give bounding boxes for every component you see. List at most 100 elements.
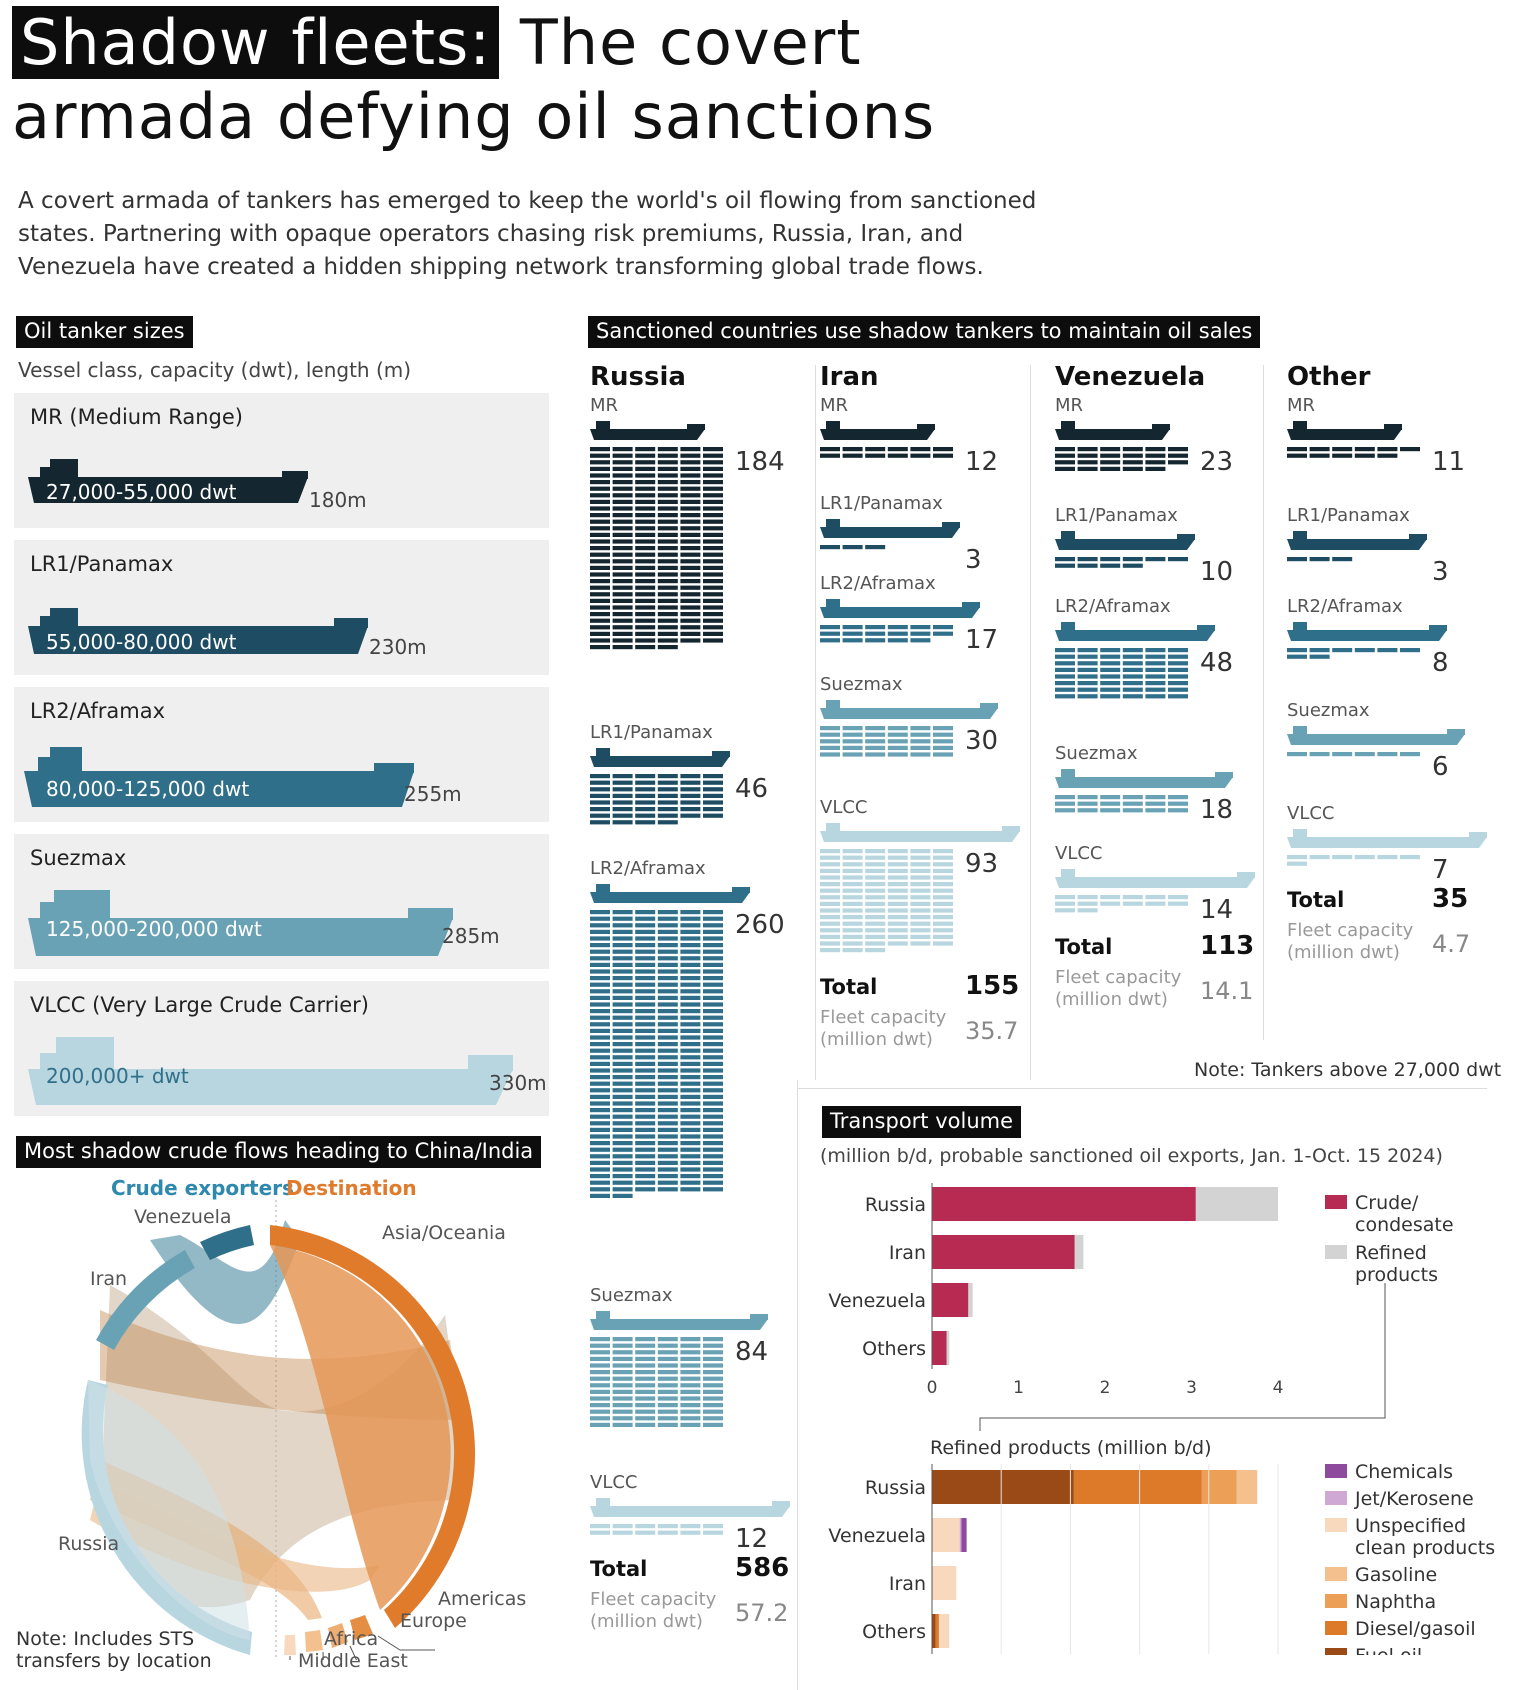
tanker-mark <box>820 875 840 880</box>
tanker-mark <box>703 1108 723 1113</box>
tanker-mark <box>703 1055 723 1060</box>
tanker-mark <box>1332 447 1353 452</box>
tanker-mark <box>612 559 633 564</box>
bar-segment <box>932 1235 1075 1269</box>
tanker-mark <box>1332 557 1353 562</box>
legend-label: Crude/ <box>1355 1192 1419 1214</box>
tanker-mark <box>657 813 678 818</box>
tanker-mark <box>703 1009 723 1014</box>
tanker-mark <box>680 513 701 518</box>
arc-asia <box>270 1225 476 1628</box>
class-count: 6 <box>1432 752 1449 782</box>
tanker-mark <box>657 631 678 636</box>
tanker-mark <box>612 1061 633 1066</box>
tanker-mark <box>1354 453 1375 458</box>
tanker-mark <box>680 631 701 636</box>
ship-icon <box>1055 869 1255 888</box>
total-value: 35 <box>1432 884 1469 915</box>
tanker-mark <box>820 928 840 933</box>
tanker-mark <box>680 1088 701 1093</box>
tanker-mark <box>887 739 908 744</box>
tanker-mark <box>680 1094 701 1099</box>
class-count: 48 <box>1200 648 1234 678</box>
class-label: Suezmax <box>820 674 903 695</box>
dest-americas: Americas <box>438 1588 527 1610</box>
tanker-mark <box>657 1383 678 1388</box>
tanker-mark <box>1055 694 1075 699</box>
tanker-mark <box>590 793 610 798</box>
tanker-mark <box>1145 795 1166 800</box>
class-count: 30 <box>965 726 999 756</box>
tanker-mark <box>1122 795 1143 800</box>
legend-swatch <box>1325 1491 1347 1505</box>
category-label: Venezuela <box>828 1290 926 1312</box>
tanker-mark <box>703 585 723 590</box>
tanker-grid <box>820 545 886 550</box>
tanker-mark <box>1055 466 1075 471</box>
tanker-mark <box>1309 557 1330 562</box>
tanker-mark <box>635 1015 656 1020</box>
tanker-mark <box>865 921 886 926</box>
tanker-mark <box>657 499 678 504</box>
tanker-mark <box>1100 648 1121 653</box>
tanker-mark <box>887 921 908 926</box>
tanker-grid <box>1287 855 1420 866</box>
tanker-mark <box>657 605 678 610</box>
tanker-mark <box>1100 466 1121 471</box>
tanker-mark <box>1100 563 1121 568</box>
tanker-mark <box>657 1350 678 1355</box>
tanker-mark <box>590 1389 610 1394</box>
tanker-mark <box>910 745 931 750</box>
tanker-mark <box>590 1048 610 1053</box>
legend-swatch <box>1325 1648 1347 1655</box>
tanker-mark <box>612 1409 633 1414</box>
tanker-mark <box>590 1147 610 1152</box>
arc-africa <box>305 1630 323 1652</box>
tanker-mark <box>612 982 633 987</box>
tanker-mark <box>865 908 886 913</box>
tanker-mark <box>703 1127 723 1132</box>
tanker-mark <box>820 855 840 860</box>
tanker-mark <box>887 625 908 630</box>
tanker-mark <box>635 982 656 987</box>
tanker-mark <box>680 1383 701 1388</box>
tanker-mark <box>612 1167 633 1172</box>
tanker-mark <box>635 969 656 974</box>
tanker-mark <box>612 820 633 825</box>
legend-label: Gasoline <box>1355 1564 1437 1586</box>
tanker-mark <box>657 929 678 934</box>
tanker-mark <box>635 559 656 564</box>
tanker-mark <box>1377 648 1398 653</box>
tanker-mark <box>590 1167 610 1172</box>
tanker-mark <box>680 1396 701 1401</box>
tanker-mark <box>703 618 723 623</box>
tanker-mark <box>887 631 908 636</box>
tanker-mark <box>657 982 678 987</box>
tanker-mark <box>820 726 840 731</box>
tanker-mark <box>887 875 908 880</box>
tanker-mark <box>657 1055 678 1060</box>
tanker-mark <box>703 1147 723 1152</box>
fleet-capacity-label: Fleet capacity <box>590 1589 717 1611</box>
ship-icon <box>24 747 414 807</box>
tanker-grid <box>590 1524 723 1535</box>
tanker-mark <box>635 447 656 452</box>
tanker-mark <box>590 1022 610 1027</box>
tanker-mark <box>1332 648 1353 653</box>
tanker-mark <box>657 559 678 564</box>
class-label: Suezmax <box>1055 743 1138 764</box>
tanker-mark <box>657 1396 678 1401</box>
tanker-mark <box>933 625 953 630</box>
tanker-mark <box>590 943 610 948</box>
size-box-lr1: LR1/Panamax 55,000-80,000 dwt 230m <box>14 540 549 675</box>
tanker-mark <box>590 1160 610 1165</box>
tanker-mark <box>590 625 610 630</box>
tanker-mark <box>657 1075 678 1080</box>
tanker-mark <box>703 1396 723 1401</box>
tanker-mark <box>820 901 840 906</box>
tanker-mark <box>680 1147 701 1152</box>
tanker-mark <box>1100 654 1121 659</box>
tanker-mark <box>635 506 656 511</box>
tanker-mark <box>933 849 953 854</box>
tanker-mark <box>680 1187 701 1192</box>
